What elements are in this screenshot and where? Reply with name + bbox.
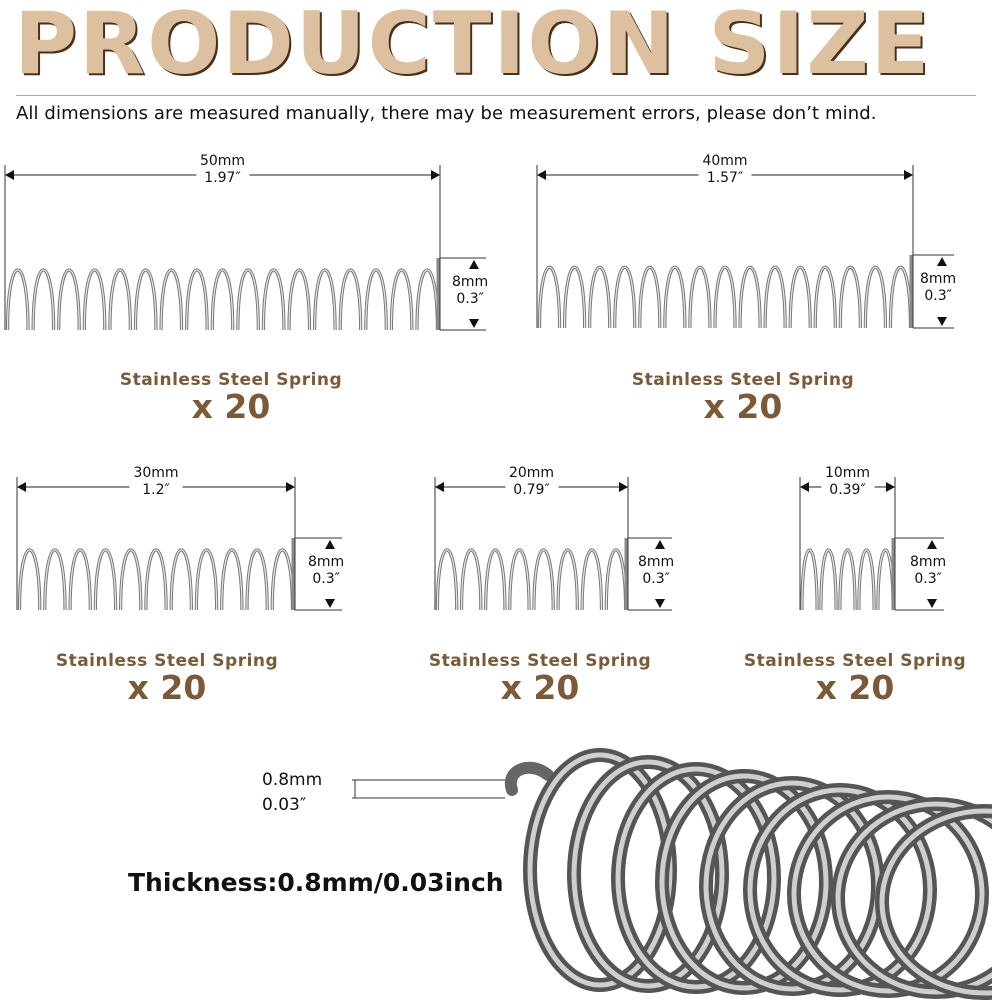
page-title: PRODUCTION SIZE <box>14 0 932 94</box>
length-mm: 20mm <box>508 465 555 481</box>
spring-coils-highlight <box>18 549 294 611</box>
spring-name: Stainless Steel Spring <box>631 370 855 390</box>
spring-quantity: x 20 <box>500 668 580 707</box>
arrow-up-icon <box>325 540 335 549</box>
spring-coils-highlight <box>436 549 627 611</box>
arrow-down-icon <box>655 599 665 608</box>
spring-caption: Stainless Steel Spring x 20 <box>429 651 651 705</box>
arrow-left-icon <box>5 170 14 180</box>
length-in: 1.2″ <box>142 482 170 498</box>
arrow-down-icon <box>469 319 479 328</box>
spring-2 <box>536 165 954 329</box>
arrow-down-icon <box>325 599 335 608</box>
diameter-in: 0.3″ <box>312 571 340 587</box>
diameter-mm: 8mm <box>452 274 489 290</box>
diameter-in: 0.3″ <box>914 571 942 587</box>
length-label: 20mm 0.79″ <box>504 465 559 499</box>
length-label: 10mm 0.39″ <box>820 465 875 499</box>
arrow-down-icon <box>927 599 937 608</box>
diameter-label: 8mm 0.3″ <box>920 271 957 305</box>
arrow-up-icon <box>937 257 947 266</box>
length-label: 30mm 1.2″ <box>129 465 183 499</box>
arrow-left-icon <box>435 482 444 492</box>
diameter-in: 0.3″ <box>456 291 484 307</box>
length-in: 0.79″ <box>513 482 550 498</box>
spring-coils-highlight <box>801 549 894 611</box>
diameter-label: 8mm 0.3″ <box>638 554 675 588</box>
arrow-left-icon <box>537 170 546 180</box>
spring-quantity: x 20 <box>815 668 895 707</box>
arrow-up-icon <box>927 540 937 549</box>
arrow-down-icon <box>937 317 947 326</box>
spring-quantity: x 20 <box>127 668 207 707</box>
measurement-note: All dimensions are measured manually, th… <box>16 103 877 124</box>
spring-name: Stainless Steel Spring <box>428 651 652 671</box>
wire-in: 0.03″ <box>262 795 307 815</box>
spring-name: Stainless Steel Spring <box>119 370 343 390</box>
spring-3 <box>16 477 342 611</box>
arrow-up-icon <box>469 260 479 269</box>
spring-name: Stainless Steel Spring <box>55 651 279 671</box>
arrow-right-icon <box>619 482 628 492</box>
spring-coils-highlight <box>6 269 439 331</box>
spring-caption: Stainless Steel Spring x 20 <box>56 651 278 705</box>
arrow-right-icon <box>886 482 895 492</box>
spring-caption: Stainless Steel Spring x 20 <box>632 370 854 424</box>
spring-caption: Stainless Steel Spring x 20 <box>744 651 966 705</box>
length-label: 40mm 1.57″ <box>698 153 752 187</box>
arrow-right-icon <box>286 482 295 492</box>
spring-caption: Stainless Steel Spring x 20 <box>120 370 342 424</box>
length-mm: 30mm <box>133 465 179 481</box>
diameter-label: 8mm 0.3″ <box>452 274 489 308</box>
diameter-in: 0.3″ <box>642 571 670 587</box>
length-mm: 40mm <box>702 153 748 169</box>
divider <box>16 95 976 96</box>
spring-1 <box>4 165 486 331</box>
spring-coils <box>800 548 895 611</box>
wire-mm: 0.8mm <box>262 770 323 790</box>
closeup-spring-image <box>504 748 992 1000</box>
diameter-mm: 8mm <box>920 271 957 287</box>
spring-quantity: x 20 <box>703 387 783 426</box>
arrow-right-icon <box>431 170 440 180</box>
spring-name: Stainless Steel Spring <box>743 651 967 671</box>
diameter-label: 8mm 0.3″ <box>308 554 345 588</box>
arrow-left-icon <box>800 482 809 492</box>
diameter-mm: 8mm <box>638 554 675 570</box>
spring-coils-highlight <box>538 266 912 329</box>
wire-thickness-dimension: 0.8mm 0.03″ <box>262 768 322 818</box>
length-in: 1.57″ <box>706 170 744 186</box>
arrow-up-icon <box>655 540 665 549</box>
length-mm: 50mm <box>199 153 246 169</box>
length-in: 1.97″ <box>204 170 241 186</box>
diameter-in: 0.3″ <box>924 288 952 304</box>
length-mm: 10mm <box>824 465 871 481</box>
thickness-label: Thickness:0.8mm/0.03inch <box>128 868 504 897</box>
diameter-mm: 8mm <box>308 554 345 570</box>
spring-5 <box>799 477 944 611</box>
diameter-mm: 8mm <box>910 554 947 570</box>
length-in: 0.39″ <box>829 482 866 498</box>
spring-coils <box>537 265 913 329</box>
length-label: 50mm 1.97″ <box>195 153 250 187</box>
spring-coils <box>5 268 440 331</box>
arrow-right-icon <box>904 170 913 180</box>
diameter-label: 8mm 0.3″ <box>910 554 947 588</box>
wire-thickness-marker <box>352 779 505 799</box>
spring-quantity: x 20 <box>191 387 271 426</box>
arrow-left-icon <box>17 482 26 492</box>
